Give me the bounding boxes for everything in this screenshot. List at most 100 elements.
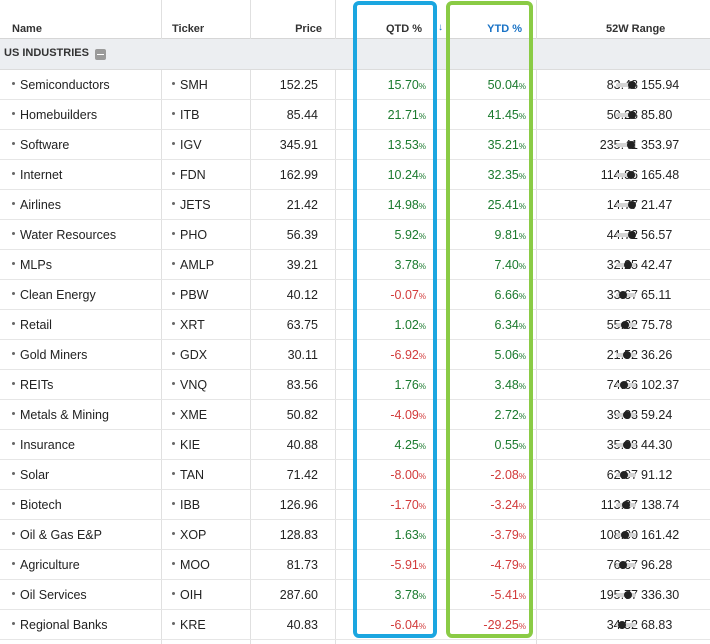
ticker-text: MOO <box>180 558 210 572</box>
percent-symbol: % <box>518 82 526 91</box>
percent-symbol: % <box>518 172 526 181</box>
ticker-symbol[interactable]: KRE <box>172 610 206 640</box>
industry-name-text: MLPs <box>20 258 52 272</box>
bullet-icon <box>12 262 15 266</box>
industry-name[interactable]: Oil Services <box>12 580 87 610</box>
industry-name[interactable]: Oil & Gas E&P <box>12 520 102 550</box>
bullet-icon <box>172 352 175 356</box>
range-bar <box>616 471 636 479</box>
col-header-name[interactable]: Name <box>12 0 42 38</box>
ticker-symbol[interactable]: ITB <box>172 100 199 130</box>
bullet-icon <box>172 622 175 626</box>
industry-name[interactable]: Gold Miners <box>12 340 87 370</box>
industry-name[interactable]: Software <box>12 130 69 160</box>
percent-symbol: % <box>518 142 526 151</box>
table-row[interactable]: SoftwareIGV345.9113.53%35.21%235.41353.9… <box>0 130 710 160</box>
ticker-symbol[interactable]: PBW <box>172 280 208 310</box>
industry-name-text: Homebuilders <box>20 108 98 122</box>
ytd-value: -3.79% <box>490 520 526 550</box>
qtd-number: 15.70 <box>387 78 419 92</box>
col-header-52w-range[interactable]: 52W Range <box>606 0 665 38</box>
ytd-number: -29.25 <box>483 618 519 632</box>
industry-name[interactable]: Semiconductors <box>12 70 110 100</box>
price-value: 40.12 <box>286 288 318 302</box>
range-marker-icon <box>622 411 631 419</box>
industry-name[interactable]: Metals & Mining <box>12 400 109 430</box>
bullet-icon <box>172 382 175 386</box>
qtd-value: 1.02% <box>395 310 426 340</box>
collapse-icon[interactable] <box>95 49 106 60</box>
ytd-number: 5.06 <box>494 348 519 362</box>
percent-symbol: % <box>418 202 426 211</box>
ticker-symbol[interactable]: GDX <box>172 340 207 370</box>
col-header-qtd[interactable]: QTD % <box>350 0 422 38</box>
percent-symbol: % <box>418 502 426 511</box>
industry-name[interactable]: Homebuilders <box>12 100 97 130</box>
bullet-icon <box>12 172 15 176</box>
col-header-ticker[interactable]: Ticker <box>172 0 204 38</box>
range-high: 96.28 <box>641 558 673 572</box>
bullet-icon <box>12 322 15 326</box>
industry-name[interactable]: Solar <box>12 460 49 490</box>
price-value: 21.42 <box>286 198 318 212</box>
qtd-number: -8.00 <box>390 468 419 482</box>
percent-symbol: % <box>418 412 426 421</box>
qtd-value: 3.78% <box>395 580 426 610</box>
industry-name[interactable]: Retail <box>12 310 52 340</box>
qtd-value: 10.24% <box>388 160 426 190</box>
table-row[interactable]: Metals & MiningXME50.82-4.09%2.72%39.835… <box>0 400 710 430</box>
col-header-range-label: 52W Range <box>606 23 666 35</box>
ticker-symbol[interactable]: FDN <box>172 160 206 190</box>
range-bar <box>616 261 636 269</box>
qtd-value: 15.70% <box>388 70 426 100</box>
industry-name[interactable]: Insurance <box>12 430 75 460</box>
ticker-symbol[interactable]: KIE <box>172 430 200 460</box>
price-value: 162.99 <box>279 168 318 182</box>
industry-name-text: Biotech <box>20 498 62 512</box>
industry-name[interactable]: Biotech <box>12 490 62 520</box>
industry-name[interactable]: Regional Banks <box>12 610 108 640</box>
bullet-icon <box>12 382 15 386</box>
ytd-value: -5.41% <box>490 580 526 610</box>
qtd-number: 10.24 <box>387 168 419 182</box>
bullet-icon <box>12 532 15 536</box>
col-header-price[interactable]: Price <box>250 0 322 38</box>
table-row[interactable]: SemiconductorsSMH152.2515.70%50.04%83.48… <box>0 70 710 100</box>
col-header-ytd[interactable]: YTD % <box>450 0 522 38</box>
ticker-symbol[interactable]: PHO <box>172 220 207 250</box>
ticker-symbol[interactable]: OIH <box>172 580 202 610</box>
ytd-value: 25.41% <box>488 190 526 220</box>
ticker-text: GDX <box>180 348 208 362</box>
ticker-symbol[interactable]: JETS <box>172 190 211 220</box>
industry-name[interactable]: Internet <box>12 160 62 190</box>
industry-name[interactable]: MLPs <box>12 250 52 280</box>
ticker-symbol[interactable]: TAN <box>172 460 204 490</box>
industry-name[interactable]: Clean Energy <box>12 280 96 310</box>
ticker-symbol[interactable]: MOO <box>172 550 210 580</box>
ticker-symbol[interactable]: XME <box>172 400 207 430</box>
ticker-symbol[interactable]: IGV <box>172 130 202 160</box>
bullet-icon <box>172 232 175 236</box>
ticker-symbol[interactable]: SMH <box>172 70 208 100</box>
ticker-symbol[interactable]: AMLP <box>172 250 214 280</box>
industry-name[interactable]: Airlines <box>12 190 61 220</box>
table-row[interactable]: Regional BanksKRE40.83-6.04%-29.25%34.52… <box>0 610 710 640</box>
range-high: 155.94 <box>641 78 680 92</box>
industry-name-text: Oil Services <box>20 588 87 602</box>
qtd-value: -8.00% <box>390 460 426 490</box>
industry-name[interactable]: Water Resources <box>12 220 116 250</box>
percent-symbol: % <box>518 202 526 211</box>
ticker-symbol[interactable]: IBB <box>172 490 200 520</box>
ticker-symbol[interactable]: VNQ <box>172 370 207 400</box>
col-header-ytd-label: YTD % <box>487 23 522 35</box>
industry-name[interactable]: REITs <box>12 370 53 400</box>
range-high: 138.74 <box>641 498 680 512</box>
ticker-symbol[interactable]: XRT <box>172 310 205 340</box>
percent-symbol: % <box>418 442 426 451</box>
ticker-symbol[interactable]: XOP <box>172 520 206 550</box>
industry-name[interactable]: Agriculture <box>12 550 80 580</box>
percent-symbol: % <box>418 382 426 391</box>
ytd-number: -3.24 <box>490 498 519 512</box>
